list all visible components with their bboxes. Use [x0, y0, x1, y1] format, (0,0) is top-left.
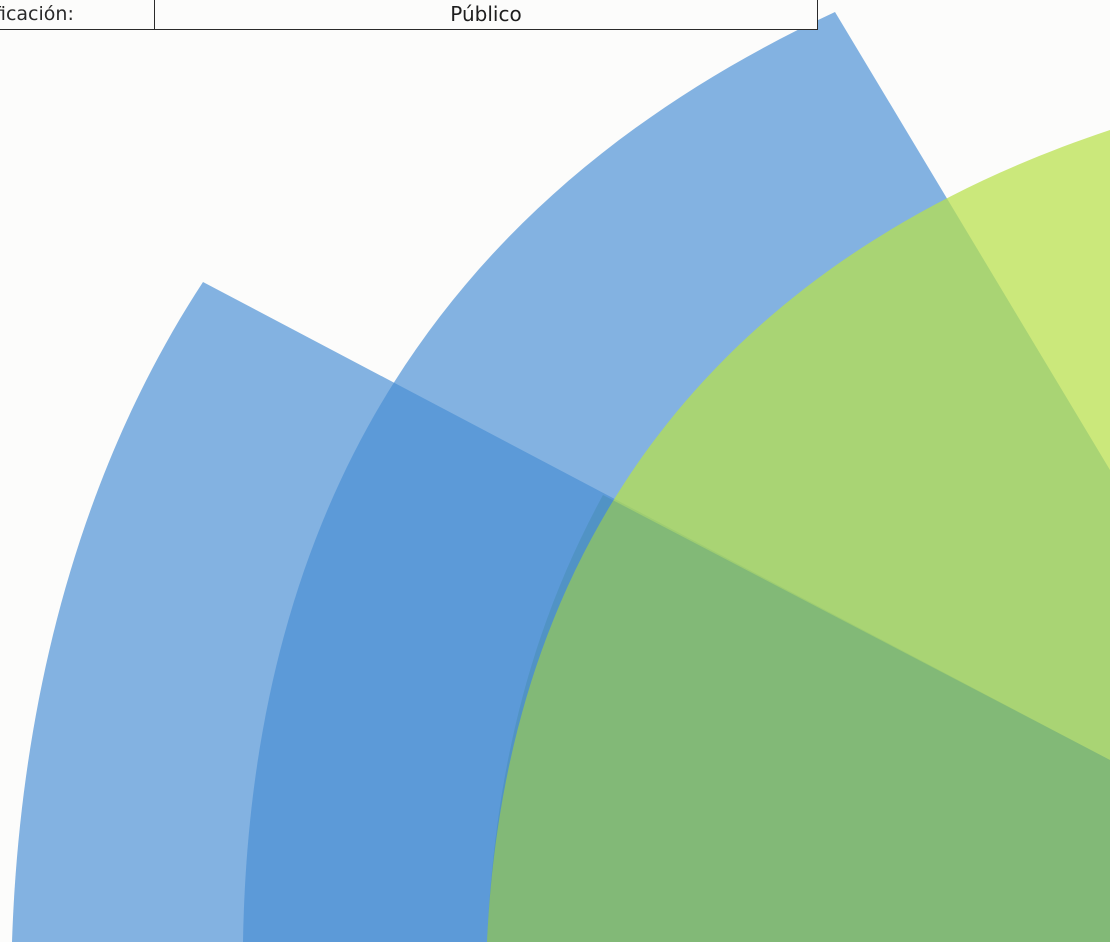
- classification-label-cell: ficación:: [0, 0, 155, 29]
- classification-value: Público: [450, 2, 522, 26]
- classification-value-cell: Público: [155, 0, 817, 29]
- classification-label: ficación:: [0, 3, 74, 25]
- teal-overlap-shade: [487, 495, 1110, 942]
- classification-table: ficación: Público: [0, 0, 818, 30]
- green-fan-sector: [487, 130, 1110, 942]
